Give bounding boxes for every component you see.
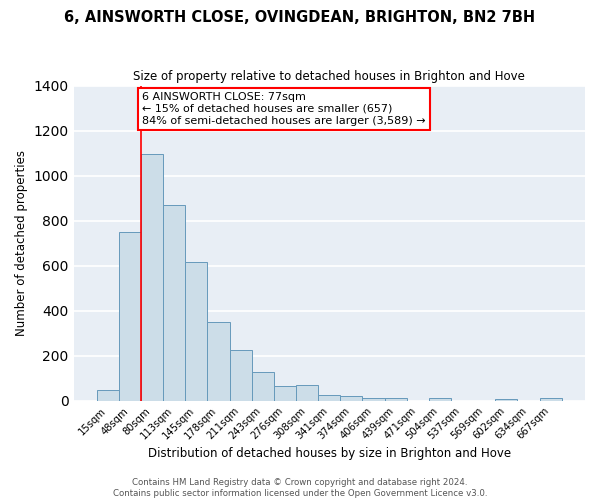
X-axis label: Distribution of detached houses by size in Brighton and Hove: Distribution of detached houses by size …: [148, 447, 511, 460]
Y-axis label: Number of detached properties: Number of detached properties: [15, 150, 28, 336]
Bar: [318, 396, 340, 401]
Title: Size of property relative to detached houses in Brighton and Hove: Size of property relative to detached ho…: [133, 70, 525, 83]
Bar: [539, 398, 562, 401]
Text: Contains HM Land Registry data © Crown copyright and database right 2024.
Contai: Contains HM Land Registry data © Crown c…: [113, 478, 487, 498]
Bar: [141, 154, 163, 401]
Text: 6 AINSWORTH CLOSE: 77sqm
← 15% of detached houses are smaller (657)
84% of semi-: 6 AINSWORTH CLOSE: 77sqm ← 15% of detach…: [142, 92, 426, 126]
Bar: [97, 390, 119, 401]
Bar: [119, 232, 141, 401]
Bar: [230, 350, 252, 401]
Bar: [274, 386, 296, 401]
Bar: [163, 205, 185, 401]
Bar: [185, 262, 208, 401]
Bar: [385, 398, 407, 401]
Bar: [296, 384, 318, 401]
Text: 6, AINSWORTH CLOSE, OVINGDEAN, BRIGHTON, BN2 7BH: 6, AINSWORTH CLOSE, OVINGDEAN, BRIGHTON,…: [64, 10, 536, 25]
Bar: [362, 398, 385, 401]
Bar: [340, 396, 362, 401]
Bar: [496, 398, 517, 401]
Bar: [252, 372, 274, 401]
Bar: [429, 398, 451, 401]
Bar: [208, 322, 230, 401]
